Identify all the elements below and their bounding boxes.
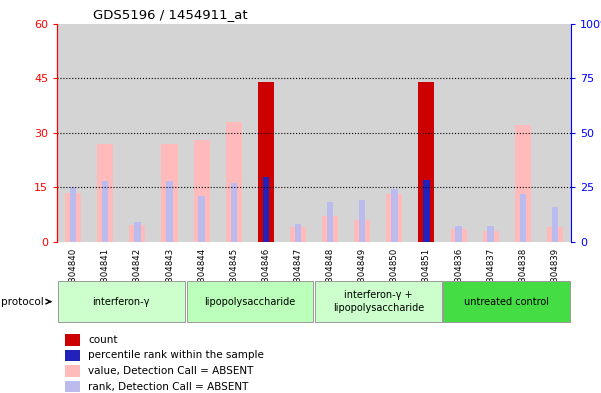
Bar [153,24,186,242]
Text: count: count [88,335,117,345]
Bar [263,177,269,242]
Bar [250,24,282,242]
Bar [258,82,274,242]
Bar [134,222,141,242]
Text: value, Detection Call = ABSENT: value, Detection Call = ABSENT [88,366,253,376]
Bar [451,229,466,242]
Bar [315,281,442,322]
Bar [89,24,121,242]
Bar [507,24,539,242]
Bar [166,181,172,242]
Bar [378,24,410,242]
Bar [290,227,306,242]
Bar [442,24,475,242]
Bar [418,82,435,242]
Bar [58,281,185,322]
Text: rank, Detection Call = ABSENT: rank, Detection Call = ABSENT [88,382,248,391]
Bar [65,365,80,377]
Bar [65,334,80,346]
Bar [121,24,153,242]
Bar [391,189,397,242]
Bar [57,24,89,242]
Bar [97,143,114,242]
Bar [282,24,314,242]
Bar [186,24,218,242]
Bar [359,200,365,242]
Text: GDS5196 / 1454911_at: GDS5196 / 1454911_at [93,8,248,21]
Bar [444,281,570,322]
Bar [483,231,499,242]
Bar [186,281,313,322]
Bar [218,24,250,242]
Bar [346,24,378,242]
Bar [456,226,462,242]
Bar [314,24,346,242]
Bar [226,122,242,242]
Bar [231,183,237,242]
Bar [65,381,80,392]
Bar [70,187,76,242]
Bar [475,24,507,242]
Bar [327,202,334,242]
Bar [552,207,558,242]
Bar [519,194,526,242]
Bar [129,225,145,242]
Bar [194,140,210,242]
Bar [514,125,531,242]
Text: untreated control: untreated control [464,297,549,307]
Bar [487,226,494,242]
Bar [547,227,563,242]
Bar [410,24,442,242]
Text: interferon-γ +
lipopolysaccharide: interferon-γ + lipopolysaccharide [332,290,424,313]
Text: lipopolysaccharide: lipopolysaccharide [204,297,296,307]
Text: percentile rank within the sample: percentile rank within the sample [88,351,264,360]
Bar [65,349,80,361]
Bar [198,196,205,242]
Text: protocol: protocol [1,297,50,307]
Bar [322,216,338,242]
Bar [102,181,108,242]
Bar [423,180,430,242]
Bar [539,24,571,242]
Bar [386,195,402,242]
Bar [354,220,370,242]
Text: interferon-γ: interferon-γ [93,297,150,307]
Bar [65,193,81,242]
Bar [162,143,177,242]
Bar [294,224,301,242]
